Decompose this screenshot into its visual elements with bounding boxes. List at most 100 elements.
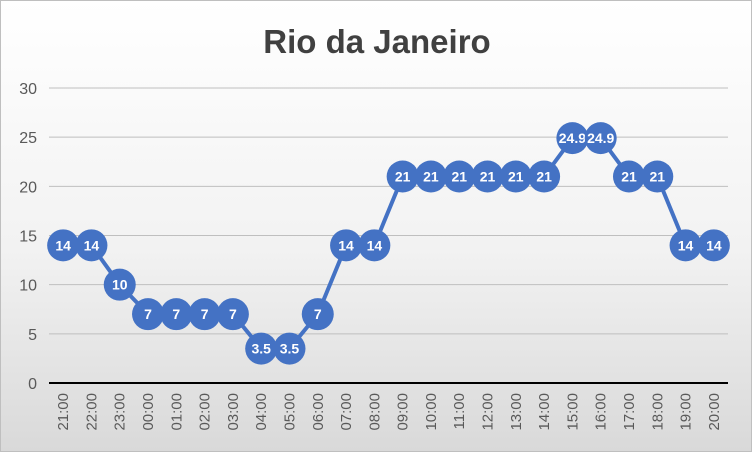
- data-marker: [132, 298, 165, 331]
- data-label: 7: [201, 306, 209, 322]
- data-marker: [358, 229, 391, 262]
- data-point: 21: [414, 160, 447, 193]
- data-label: 14: [338, 237, 354, 253]
- data-marker: [612, 160, 645, 193]
- data-point: 14: [330, 229, 363, 262]
- data-marker: [273, 332, 306, 365]
- x-tick-label: 23:00: [112, 393, 129, 431]
- x-tick-label: 10:00: [423, 393, 440, 431]
- data-point: 21: [528, 160, 561, 193]
- data-point: 14: [47, 229, 80, 262]
- data-point: 14: [697, 229, 730, 262]
- data-point: 7: [301, 298, 334, 331]
- data-label: 24.9: [587, 130, 614, 146]
- data-marker: [188, 298, 221, 331]
- chart-title: Rio da Janeiro: [263, 23, 490, 60]
- x-tick-label: 00:00: [140, 393, 157, 431]
- x-tick-label: 12:00: [480, 393, 497, 431]
- x-tick-label: 22:00: [83, 393, 100, 431]
- data-label: 21: [508, 169, 524, 185]
- data-label: 21: [395, 169, 411, 185]
- x-tick-label: 08:00: [366, 393, 383, 431]
- data-point: 21: [641, 160, 674, 193]
- data-label: 21: [451, 169, 467, 185]
- x-tick-label: 19:00: [678, 393, 695, 431]
- data-point: 21: [443, 160, 476, 193]
- data-point: 21: [471, 160, 504, 193]
- data-point: 7: [132, 298, 165, 331]
- data-marker: [103, 268, 136, 301]
- data-marker: [414, 160, 447, 193]
- data-label: 14: [678, 237, 694, 253]
- data-label: 7: [144, 306, 152, 322]
- data-marker: [216, 298, 249, 331]
- data-label: 21: [621, 169, 637, 185]
- data-marker: [75, 229, 108, 262]
- gridlines: [49, 87, 728, 335]
- x-tick-label: 01:00: [168, 393, 185, 431]
- data-marker: [556, 122, 589, 155]
- data-point: 3.5: [245, 332, 278, 365]
- x-tick-label: 03:00: [225, 393, 242, 431]
- data-point: 21: [499, 160, 532, 193]
- data-label: 14: [55, 237, 71, 253]
- x-tick-label: 06:00: [310, 393, 327, 431]
- x-tick-label: 16:00: [593, 393, 610, 431]
- x-axis-ticks: 21:00 22:00 23:00 00:00 01:00 02:00 03:00 04:00…: [55, 393, 723, 431]
- x-tick-label: 11:00: [451, 393, 468, 429]
- x-tick-label: 15:00: [564, 393, 581, 431]
- data-marker: [499, 160, 532, 193]
- y-tick-label: 25: [19, 130, 37, 147]
- data-marker: [528, 160, 561, 193]
- data-points: 14 14 10 7 7 7 7 3.5 3.5 7 14 14 21 21 21 21 21 21 24.9 24.…: [47, 122, 730, 365]
- data-marker: [669, 229, 702, 262]
- data-label: 21: [480, 169, 496, 185]
- data-marker: [301, 298, 334, 331]
- data-marker: [386, 160, 419, 193]
- y-axis-ticks: 0 5 10 15 20 25 30: [19, 81, 37, 393]
- x-tick-label: 20:00: [706, 393, 723, 431]
- data-label: 3.5: [280, 341, 300, 357]
- x-tick-label: 18:00: [649, 393, 666, 431]
- data-label: 7: [314, 306, 322, 322]
- x-tick-label: 05:00: [281, 393, 298, 431]
- data-label: 3.5: [251, 341, 271, 357]
- y-tick-label: 15: [19, 229, 37, 246]
- x-tick-label: 07:00: [338, 393, 355, 431]
- data-label: 24.9: [559, 130, 586, 146]
- x-tick-label: 14:00: [536, 393, 553, 431]
- y-tick-label: 0: [28, 376, 37, 393]
- data-marker: [160, 298, 193, 331]
- data-point: 24.9: [556, 122, 589, 155]
- data-label: 7: [229, 306, 237, 322]
- data-point: 21: [612, 160, 645, 193]
- data-label: 14: [367, 237, 383, 253]
- data-label: 21: [423, 169, 439, 185]
- data-label: 10: [112, 277, 128, 293]
- data-marker: [584, 122, 617, 155]
- data-point: 21: [386, 160, 419, 193]
- data-point: 7: [160, 298, 193, 331]
- y-tick-label: 30: [19, 81, 37, 98]
- data-marker: [443, 160, 476, 193]
- data-label: 14: [706, 237, 722, 253]
- y-tick-label: 5: [28, 327, 37, 344]
- data-marker: [47, 229, 80, 262]
- data-point: 14: [75, 229, 108, 262]
- x-tick-label: 13:00: [508, 393, 525, 431]
- y-tick-label: 20: [19, 179, 37, 196]
- data-marker: [641, 160, 674, 193]
- data-marker: [245, 332, 278, 365]
- x-tick-label: 04:00: [253, 393, 270, 431]
- x-tick-label: 17:00: [621, 393, 638, 431]
- x-tick-label: 09:00: [395, 393, 412, 431]
- x-tick-label: 02:00: [197, 393, 214, 431]
- data-marker: [471, 160, 504, 193]
- x-tick-label: 21:00: [55, 393, 72, 431]
- data-point: 10: [103, 268, 136, 301]
- data-marker: [697, 229, 730, 262]
- data-point: 14: [669, 229, 702, 262]
- data-label: 14: [84, 237, 100, 253]
